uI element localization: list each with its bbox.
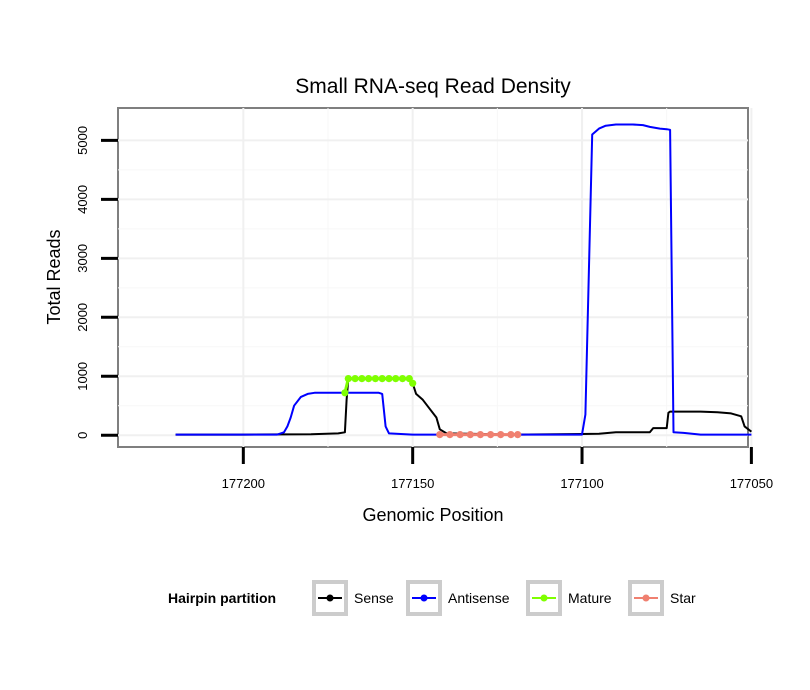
y-tick-label: 0 — [75, 432, 90, 439]
y-tick-label: 1000 — [75, 362, 90, 391]
grid-lines — [118, 108, 753, 447]
legend-key-dot — [326, 594, 334, 602]
y-tick-label: 3000 — [75, 244, 90, 273]
chart-title: Small RNA-seq Read Density — [295, 75, 571, 98]
legend-label: Antisense — [448, 590, 510, 606]
data-point-mature — [392, 375, 400, 383]
data-point-star — [507, 431, 515, 439]
data-point-mature — [365, 375, 373, 383]
series-group — [175, 123, 753, 439]
y-axis: 0 1000 2000 3000 4000 5000 — [75, 126, 118, 439]
legend-key-dot — [420, 594, 428, 602]
data-point-mature — [358, 375, 366, 383]
data-point-mature — [371, 375, 379, 383]
data-point-mature — [398, 375, 407, 383]
series-mature — [341, 375, 417, 397]
legend-key-dot — [642, 594, 650, 602]
data-point-star — [456, 431, 464, 439]
legend-entry-star: Star — [628, 580, 696, 616]
series-line-antisense — [175, 123, 752, 436]
data-point-star — [466, 431, 474, 439]
y-tick-label: 4000 — [75, 185, 90, 214]
y-axis-title: Total Reads — [44, 229, 64, 324]
legend-label: Mature — [568, 590, 612, 606]
data-point-star — [487, 431, 495, 439]
series-antisense — [175, 123, 752, 436]
x-tick-label: 177150 — [391, 476, 434, 491]
data-point-star — [476, 431, 484, 439]
data-point-star — [497, 431, 505, 439]
x-axis: 177200 177150 177100 177050 — [222, 447, 773, 491]
data-point-mature — [378, 375, 386, 383]
legend-label: Star — [670, 590, 696, 606]
data-point-mature — [341, 389, 349, 397]
data-point-star — [446, 431, 454, 439]
data-point-mature — [344, 375, 352, 383]
legend-key-dot — [540, 594, 548, 602]
data-point-star — [514, 431, 522, 439]
legend-entry-sense: Sense — [312, 580, 394, 616]
data-point-mature — [409, 379, 417, 387]
legend-entry-mature: Mature — [526, 580, 612, 616]
legend-label: Sense — [354, 590, 394, 606]
legend-title: Hairpin partition — [168, 590, 276, 606]
plot-panel — [117, 107, 749, 448]
x-tick-label: 177050 — [730, 476, 773, 491]
data-point-mature — [385, 375, 393, 383]
x-axis-title: Genomic Position — [362, 505, 503, 525]
x-tick-label: 177200 — [222, 476, 265, 491]
x-tick-label: 177100 — [560, 476, 603, 491]
y-tick-label: 5000 — [75, 126, 90, 155]
legend-entry-antisense: Antisense — [406, 580, 510, 616]
legend: Hairpin partition Sense Antisense Mature Sta… — [168, 580, 696, 616]
y-tick-label: 2000 — [75, 303, 90, 332]
series-star — [436, 431, 522, 439]
data-point-star — [436, 431, 444, 439]
data-point-mature — [351, 375, 359, 383]
